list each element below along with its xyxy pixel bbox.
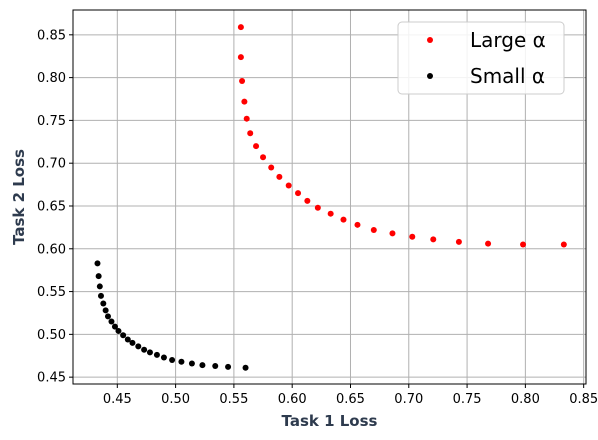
legend-box <box>397 21 565 95</box>
large-alpha-point <box>520 241 527 248</box>
large-alpha-point <box>327 210 334 217</box>
large-alpha-point <box>237 54 244 61</box>
legend-label-large-alpha: Large α <box>470 28 546 52</box>
small-alpha-point <box>95 273 102 280</box>
small-alpha-point <box>111 323 118 330</box>
large-alpha-point <box>237 24 244 31</box>
large-alpha-point <box>276 173 283 180</box>
x-tick-label: 0.75 <box>453 392 482 407</box>
y-axis-label: Task 2 Loss <box>10 149 28 245</box>
small-alpha-point <box>178 358 185 365</box>
small-alpha-point <box>169 357 176 364</box>
small-alpha-point <box>141 346 148 353</box>
y-tick-label: 0.45 <box>37 371 66 386</box>
legend-label-small-alpha: Small α <box>470 64 545 88</box>
small-alpha-point <box>115 327 122 334</box>
large-alpha-point <box>455 238 462 245</box>
large-alpha-point <box>268 164 275 171</box>
y-tick-label: 0.75 <box>37 114 66 129</box>
large-alpha-point <box>253 143 260 150</box>
small-alpha-point <box>100 300 107 307</box>
small-alpha-point <box>135 343 142 350</box>
legend-marker-large-alpha <box>427 37 433 43</box>
large-alpha-point <box>340 216 347 223</box>
y-tick-label: 0.60 <box>37 242 66 257</box>
large-alpha-point <box>260 154 267 161</box>
small-alpha-point <box>199 362 206 369</box>
small-alpha-point <box>242 364 249 371</box>
x-tick-label: 0.55 <box>219 392 248 407</box>
data-points <box>94 24 567 371</box>
y-tick-label: 0.70 <box>37 157 66 172</box>
small-alpha-point <box>146 349 153 356</box>
x-tick-label: 0.80 <box>511 392 540 407</box>
small-alpha-point <box>212 363 219 370</box>
ticks: 0.45 0.50 0.55 0.60 0.65 0.70 0.75 0.80 0.85 0.45… <box>37 28 598 407</box>
small-alpha-point <box>96 283 103 290</box>
large-alpha-point <box>409 233 416 240</box>
y-tick-label: 0.50 <box>37 328 66 343</box>
small-alpha-point <box>153 351 160 358</box>
x-tick-label: 0.65 <box>336 392 365 407</box>
small-alpha-point <box>108 318 115 325</box>
small-alpha-point <box>102 307 109 314</box>
large-alpha-point <box>560 241 567 248</box>
large-alpha-point <box>243 115 250 122</box>
small-alpha-point <box>129 339 136 346</box>
x-tick-label: 0.60 <box>278 392 307 407</box>
large-alpha-point <box>354 221 361 228</box>
large-alpha-point <box>247 130 254 137</box>
x-tick-label: 0.50 <box>161 392 190 407</box>
large-alpha-point <box>430 236 437 243</box>
plot-frame <box>72 9 587 385</box>
small-alpha-point <box>160 354 167 361</box>
large-alpha-point <box>239 78 246 85</box>
large-alpha-point <box>370 226 377 233</box>
x-tick-label: 0.45 <box>103 392 132 407</box>
small-alpha-point <box>97 292 104 299</box>
small-alpha-point <box>188 360 195 367</box>
x-tick-label: 0.70 <box>394 392 423 407</box>
y-tick-label: 0.65 <box>37 199 66 214</box>
small-alpha-point <box>94 260 101 267</box>
large-alpha-point <box>314 204 321 211</box>
small-alpha-point <box>120 332 127 339</box>
legend-marker-small-alpha <box>427 73 433 79</box>
large-alpha-point <box>241 98 248 105</box>
y-tick-label: 0.80 <box>37 71 66 86</box>
small-alpha-point <box>104 313 111 320</box>
y-tick-label: 0.55 <box>37 285 66 300</box>
large-alpha-point <box>389 230 396 237</box>
x-tick-label: 0.85 <box>569 392 598 407</box>
y-tick-label: 0.85 <box>37 28 66 43</box>
small-alpha-point <box>225 363 232 370</box>
x-axis-label: Task 1 Loss <box>282 412 378 430</box>
large-alpha-point <box>304 197 311 204</box>
small-alpha-point <box>124 336 131 343</box>
large-alpha-point <box>485 240 492 247</box>
large-alpha-point <box>285 182 292 189</box>
large-alpha-point <box>295 190 302 197</box>
legend: Large α Small α <box>397 21 565 95</box>
